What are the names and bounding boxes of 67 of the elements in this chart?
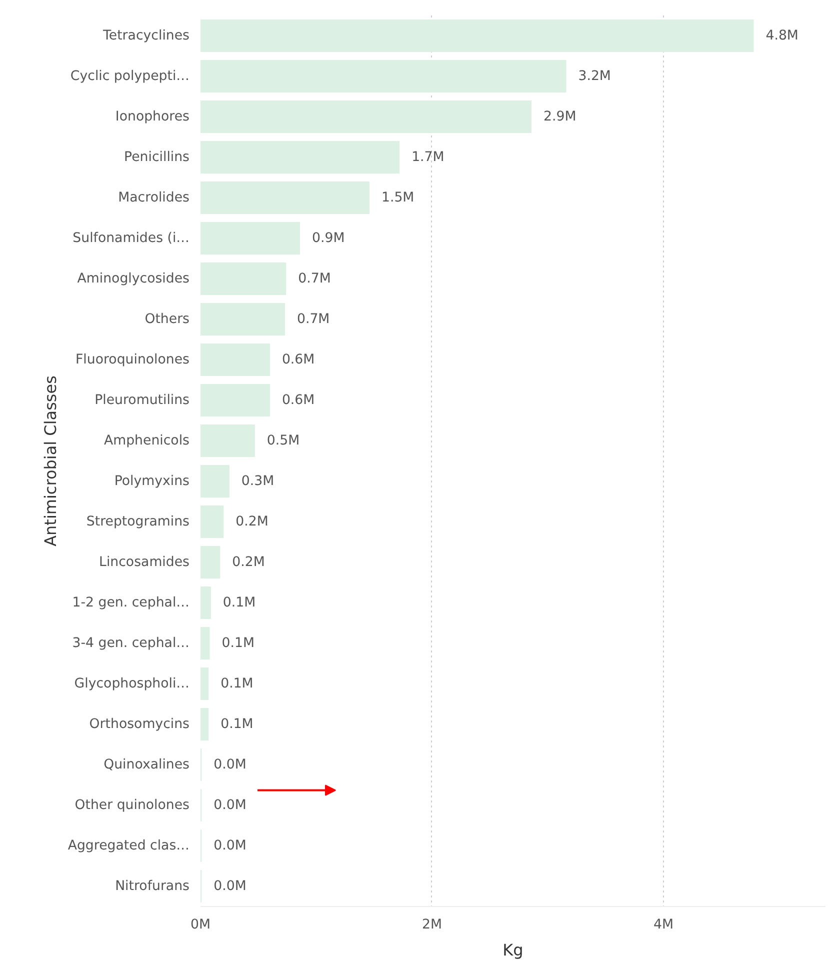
y-tick-label: Orthosomycins: [89, 716, 190, 732]
data-label: 0.1M: [220, 716, 254, 732]
y-tick-label: 3-4 gen. cephal…: [72, 636, 190, 651]
y-tick-label: Fluoroquinolones: [76, 352, 190, 368]
bar: [200, 141, 400, 174]
data-label: 0.6M: [282, 352, 315, 368]
data-label: 2.9M: [544, 109, 576, 124]
bar: [200, 708, 209, 740]
bar: [200, 262, 286, 295]
data-label: 0.0M: [214, 757, 246, 772]
bar: [200, 60, 566, 92]
bar: [200, 627, 210, 660]
y-tick-label: Lincosamides: [99, 554, 190, 570]
data-label: 0.1M: [220, 676, 254, 692]
y-tick-label: Amphenicols: [104, 433, 190, 448]
data-label: 4.8M: [766, 28, 798, 44]
y-axis-title: Antimicrobial Classes: [40, 376, 60, 546]
data-label: 0.0M: [214, 798, 246, 813]
y-tick-label: Nitrofurans: [115, 878, 190, 894]
bar: [200, 506, 224, 538]
y-tick-label: Others: [144, 312, 190, 327]
x-tick-label: 4M: [653, 918, 674, 932]
x-axis-title: Kg: [502, 940, 524, 960]
bar: [200, 546, 220, 578]
y-tick-label: Tetracyclines: [102, 28, 190, 44]
bar: [200, 344, 270, 376]
y-tick-label: 1-2 gen. cephal…: [72, 595, 190, 610]
bar: [200, 586, 211, 619]
bar: [200, 303, 285, 336]
bar: [200, 222, 300, 254]
y-tick-label: Sulfonamides (i…: [72, 230, 190, 246]
data-label: 0.5M: [266, 433, 300, 448]
y-tick-label: Glycophospholi…: [74, 676, 190, 692]
x-tick-label: 0M: [190, 918, 210, 932]
data-label: 0.0M: [214, 878, 246, 894]
bar: [200, 100, 532, 133]
data-label: 1.7M: [412, 150, 444, 165]
data-label: 0.2M: [232, 554, 265, 570]
y-tick-label: Cyclic polypepti…: [70, 68, 190, 84]
data-label: 0.7M: [298, 271, 331, 286]
bar: [200, 384, 270, 416]
bar: [200, 20, 754, 52]
data-label: 0.2M: [236, 514, 268, 530]
y-tick-label: Ionophores: [115, 109, 190, 124]
bar: [200, 424, 255, 457]
data-label: 3.2M: [578, 68, 611, 84]
bar: [200, 182, 370, 214]
data-label: 0.0M: [214, 838, 246, 854]
x-tick-label: 2M: [422, 918, 442, 932]
y-tick-label: Other quinolones: [74, 798, 190, 813]
data-label: 0.7M: [296, 312, 330, 327]
y-tick-label: Macrolides: [118, 190, 190, 206]
y-tick-label: Quinoxalines: [104, 757, 190, 772]
data-label: 0.6M: [282, 392, 315, 408]
data-label: 0.3M: [241, 474, 274, 489]
bar: [200, 465, 230, 498]
data-label: 0.9M: [312, 230, 345, 246]
y-tick-label: Pleuromutilins: [94, 392, 190, 408]
bar: [200, 668, 209, 700]
y-tick-label: Streptogramins: [86, 514, 190, 530]
data-label: 0.1M: [222, 595, 256, 610]
y-tick-label: Aminoglycosides: [77, 271, 190, 286]
y-tick-label: Penicillins: [124, 150, 190, 165]
y-tick-label: Polymyxins: [114, 474, 190, 489]
data-label: 1.5M: [381, 190, 414, 206]
y-tick-label: Aggregated clas…: [68, 838, 190, 854]
data-label: 0.1M: [222, 636, 254, 651]
